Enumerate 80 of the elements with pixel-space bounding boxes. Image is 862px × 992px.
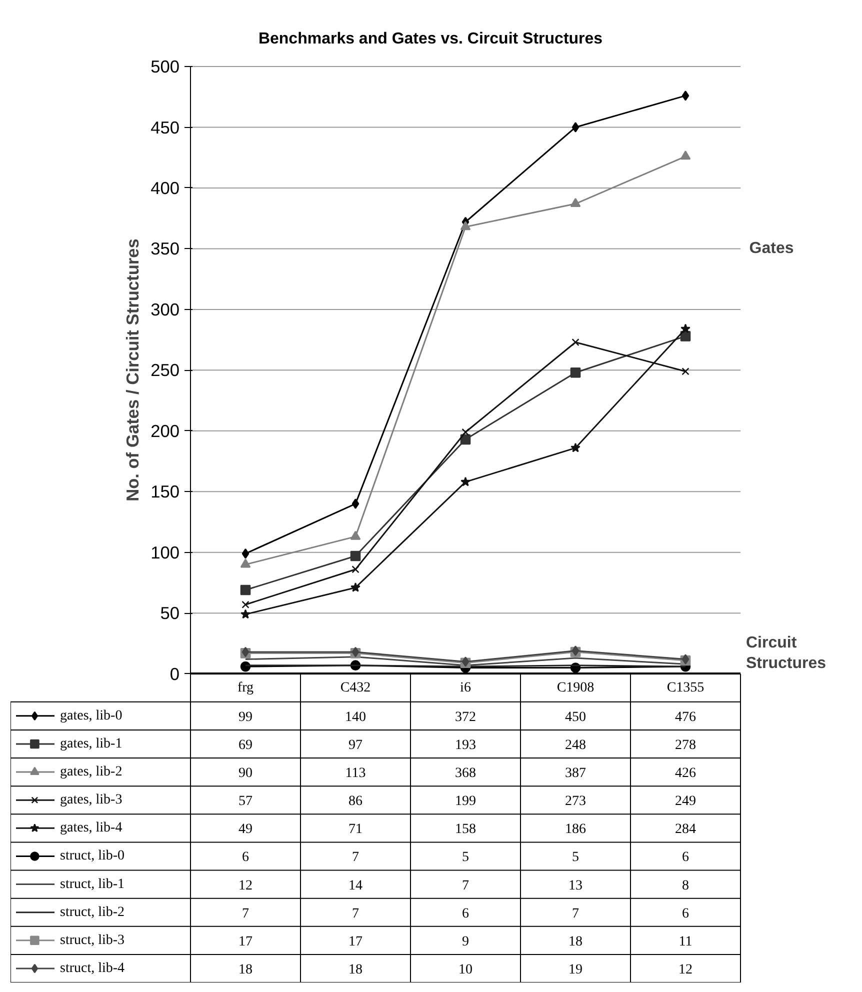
data-label: 199 bbox=[455, 794, 476, 810]
data-label: 7 bbox=[352, 850, 359, 866]
y-tick-label: 50 bbox=[160, 603, 180, 624]
y-tick-label: 250 bbox=[150, 360, 180, 380]
data-label: 426 bbox=[675, 766, 696, 782]
data-label: 248 bbox=[565, 738, 586, 753]
data-label: 19 bbox=[568, 962, 582, 978]
legend-label: struct, lib-3 bbox=[60, 932, 125, 948]
data-label: 86 bbox=[348, 794, 362, 810]
data-label: 249 bbox=[675, 794, 696, 810]
data-label: 5 bbox=[572, 850, 579, 866]
data-label: 193 bbox=[455, 738, 476, 753]
data-label: 71 bbox=[348, 822, 362, 838]
data-label: 97 bbox=[348, 738, 362, 753]
data-label: 69 bbox=[238, 738, 252, 753]
x-tick-label: i6 bbox=[460, 680, 471, 696]
data-label: 49 bbox=[238, 822, 252, 838]
text: Circuit Structures bbox=[746, 634, 826, 672]
data-label: 12 bbox=[238, 878, 252, 894]
legend-label: struct, lib-4 bbox=[60, 960, 125, 976]
data-label: 7 bbox=[572, 906, 579, 922]
y-axis-title: No. of Gates / Circuit Structures bbox=[122, 238, 143, 502]
legend-label: gates, lib-2 bbox=[60, 764, 122, 780]
data-label: 18 bbox=[348, 962, 362, 978]
data-label: 372 bbox=[455, 710, 476, 725]
data-label: 6 bbox=[682, 850, 689, 866]
data-label: 7 bbox=[352, 906, 359, 922]
data-label: 57 bbox=[238, 794, 252, 810]
data-label: 14 bbox=[348, 878, 362, 894]
x-tick-label: C1908 bbox=[556, 680, 594, 696]
x-tick-label: frg bbox=[237, 680, 254, 696]
data-label: 186 bbox=[565, 822, 586, 838]
data-label: 387 bbox=[565, 766, 586, 782]
text: Gates bbox=[749, 240, 794, 258]
data-label: 18 bbox=[568, 934, 582, 950]
data-label: 476 bbox=[675, 710, 696, 725]
y-tick-label: 450 bbox=[150, 117, 180, 138]
data-label: 6 bbox=[242, 850, 249, 866]
data-label: 12 bbox=[678, 962, 692, 978]
legend-label: gates, lib-0 bbox=[60, 708, 122, 724]
y-tick-label: 500 bbox=[150, 56, 180, 77]
data-label: 17 bbox=[238, 934, 252, 950]
y-tick-label: 100 bbox=[150, 542, 180, 562]
legend-label: struct, lib-1 bbox=[60, 876, 125, 892]
data-label: 90 bbox=[238, 766, 252, 782]
data-label: 6 bbox=[462, 906, 469, 922]
legend-label: gates, lib-4 bbox=[60, 820, 122, 836]
y-tick-label: 300 bbox=[150, 299, 180, 320]
legend-label: gates, lib-3 bbox=[60, 792, 122, 808]
y-tick-label: 150 bbox=[150, 482, 180, 502]
data-label: 18 bbox=[238, 962, 252, 978]
data-label: 7 bbox=[242, 906, 249, 922]
y-tick-label: 0 bbox=[170, 664, 180, 684]
data-label: 6 bbox=[682, 906, 689, 922]
legend-label: struct, lib-0 bbox=[60, 848, 125, 864]
y-tick-label: 350 bbox=[150, 238, 180, 259]
data-label: 158 bbox=[455, 822, 476, 838]
data-label: 5 bbox=[462, 850, 469, 866]
data-label: 17 bbox=[348, 934, 362, 950]
x-tick-label: C432 bbox=[340, 680, 371, 696]
y-tick-label: 400 bbox=[150, 178, 180, 198]
data-label: 450 bbox=[565, 710, 586, 725]
data-label: 273 bbox=[565, 794, 586, 810]
data-label: 8 bbox=[682, 878, 689, 894]
chart-title: Benchmarks and Gates vs. Circuit Structures bbox=[258, 30, 603, 48]
x-tick-label: C1355 bbox=[666, 680, 704, 696]
data-label: 13 bbox=[568, 878, 582, 894]
data-label: 11 bbox=[678, 934, 692, 950]
data-label: 9 bbox=[462, 934, 469, 950]
data-label: 10 bbox=[458, 962, 472, 978]
legend-label: gates, lib-1 bbox=[60, 736, 122, 752]
data-label: 284 bbox=[675, 822, 696, 838]
legend-label: struct, lib-2 bbox=[60, 904, 125, 920]
data-label: 278 bbox=[675, 738, 696, 753]
data-label: 140 bbox=[345, 710, 366, 725]
y-tick-label: 200 bbox=[150, 420, 180, 441]
data-label: 99 bbox=[238, 710, 252, 725]
data-label: 113 bbox=[345, 766, 366, 782]
data-label: 7 bbox=[462, 878, 469, 894]
data-label: 368 bbox=[455, 766, 476, 782]
